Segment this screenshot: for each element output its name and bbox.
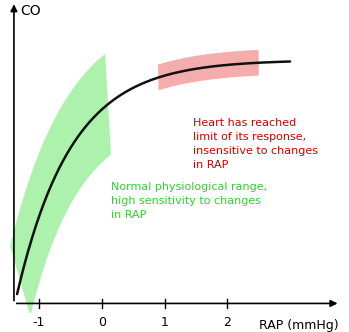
- Text: -1: -1: [33, 316, 45, 329]
- Text: 0: 0: [98, 316, 106, 329]
- Text: 2: 2: [223, 316, 231, 329]
- Polygon shape: [10, 54, 111, 316]
- Polygon shape: [158, 50, 259, 90]
- Text: Normal physiological range,
high sensitivity to changes
in RAP: Normal physiological range, high sensiti…: [111, 182, 267, 220]
- Text: CO: CO: [20, 4, 41, 18]
- Text: 1: 1: [161, 316, 169, 329]
- Text: RAP (mmHg): RAP (mmHg): [259, 319, 339, 332]
- Text: Heart has reached
limit of its response,
insensitive to changes
in RAP: Heart has reached limit of its response,…: [193, 119, 318, 170]
